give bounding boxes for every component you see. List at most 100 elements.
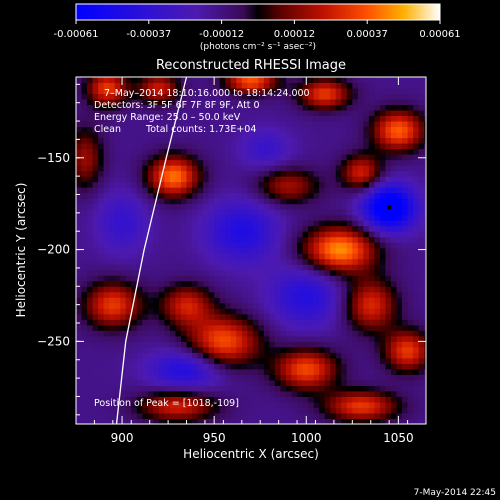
heatmap-cell (374, 280, 381, 287)
heatmap-cell (203, 143, 210, 150)
heatmap-cell (286, 291, 293, 298)
heatmap-cell (109, 363, 116, 370)
heatmap-cell (92, 302, 99, 309)
heatmap-cell (203, 176, 210, 183)
heatmap-cell (402, 357, 409, 364)
heatmap-cell (319, 88, 326, 95)
heatmap-cell (291, 143, 298, 150)
heatmap-cell (136, 88, 143, 95)
heatmap-cell (396, 264, 403, 271)
heatmap-cell (302, 143, 309, 150)
heatmap-cell (103, 126, 110, 133)
heatmap-cell (186, 176, 193, 183)
heatmap-cell (391, 247, 398, 254)
heatmap-cell (346, 291, 353, 298)
heatmap-cell (363, 148, 370, 155)
heatmap-cell (313, 335, 320, 342)
heatmap-cell (103, 363, 110, 370)
heatmap-cell (219, 341, 226, 348)
heatmap-cell (219, 412, 226, 419)
heatmap-cell (131, 176, 138, 183)
heatmap-cell (313, 324, 320, 331)
heatmap-cell (236, 291, 243, 298)
heatmap-cell (125, 225, 132, 232)
heatmap-cell (258, 352, 265, 359)
heatmap-cell (385, 297, 392, 304)
heatmap-cell (186, 143, 193, 150)
heatmap-cell (352, 291, 359, 298)
heatmap-cell (120, 330, 127, 337)
heatmap-cell (230, 302, 237, 309)
heatmap-cell (324, 412, 331, 419)
heatmap-cell (219, 319, 226, 326)
heatmap-cell (407, 88, 414, 95)
heatmap-cell (169, 203, 176, 210)
heatmap-cell (203, 198, 210, 205)
heatmap-cell (192, 231, 199, 238)
heatmap-cell (330, 165, 337, 172)
heatmap-cell (236, 379, 243, 386)
heatmap-cell (241, 286, 248, 293)
heatmap-cell (158, 181, 165, 188)
heatmap-cell (324, 357, 331, 364)
heatmap-cell (280, 165, 287, 172)
colorbar-tick-label: 0.00012 (274, 29, 315, 40)
heatmap-cell (269, 335, 276, 342)
heatmap-cell (308, 297, 315, 304)
heatmap-cell (346, 231, 353, 238)
heatmap-cell (92, 291, 99, 298)
heatmap-cell (225, 330, 232, 337)
heatmap-cell (81, 203, 88, 210)
heatmap-cell (158, 236, 165, 243)
heatmap-cell (81, 170, 88, 177)
heatmap-cell (131, 335, 138, 342)
heatmap-cell (214, 275, 221, 282)
heatmap-cell (230, 385, 237, 392)
heatmap-cell (230, 209, 237, 216)
heatmap-cell (120, 93, 127, 100)
heatmap-cell (236, 121, 243, 128)
heatmap-cell (424, 280, 426, 287)
heatmap-cell (197, 93, 204, 100)
heatmap-cell (324, 231, 331, 238)
heatmap-cell (341, 407, 348, 414)
heatmap-cell (407, 390, 414, 397)
heatmap-cell (247, 418, 254, 424)
heatmap-cell (147, 352, 154, 359)
heatmap-cell (241, 330, 248, 337)
heatmap-cell (87, 357, 94, 364)
heatmap-cell (192, 220, 199, 227)
heatmap-cell (424, 291, 426, 298)
heatmap-cell (192, 385, 199, 392)
heatmap-cell (225, 126, 232, 133)
heatmap-cell (324, 363, 331, 370)
heatmap-cell (330, 225, 337, 232)
heatmap-cell (103, 407, 110, 414)
heatmap-cell (402, 302, 409, 309)
heatmap-cell (186, 374, 193, 381)
heatmap-cell (169, 159, 176, 166)
heatmap-cell (424, 176, 426, 183)
heatmap-cell (319, 335, 326, 342)
heatmap-cell (330, 110, 337, 117)
heatmap-cell (346, 412, 353, 419)
heatmap-cell (418, 93, 425, 100)
heatmap-cell (214, 374, 221, 381)
heatmap-cell (346, 330, 353, 337)
heatmap-cell (81, 363, 88, 370)
heatmap-cell (225, 247, 232, 254)
heatmap-cell (131, 170, 138, 177)
heatmap-cell (379, 286, 386, 293)
heatmap-cell (158, 286, 165, 293)
heatmap-cell (407, 412, 414, 419)
heatmap-cell (164, 390, 171, 397)
heatmap-cell (263, 104, 270, 111)
heatmap-cell (346, 110, 353, 117)
heatmap-cell (291, 209, 298, 216)
heatmap-cell (324, 88, 331, 95)
heatmap-cell (164, 368, 171, 375)
heatmap-cell (252, 181, 259, 188)
heatmap-cell (374, 313, 381, 320)
heatmap-cell (109, 313, 116, 320)
heatmap-cell (219, 187, 226, 194)
